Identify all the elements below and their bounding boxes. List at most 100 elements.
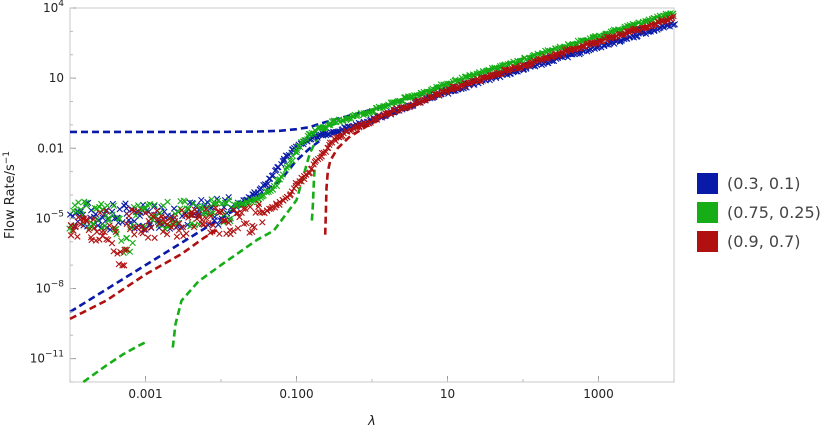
marker-2-28	[106, 222, 113, 229]
marker-1-98	[208, 196, 215, 203]
marker-2-305	[506, 65, 514, 73]
marker-0-148	[280, 157, 288, 164]
marker-2-93	[200, 221, 207, 228]
marker-1-143	[273, 182, 281, 190]
marker-1-85	[188, 219, 195, 227]
marker-2-107	[220, 217, 227, 224]
marker-1-66	[161, 225, 169, 232]
marker-2-126	[249, 228, 256, 236]
marker-2-269	[454, 84, 461, 92]
marker-2-48	[135, 208, 142, 215]
marker-1-108	[221, 199, 229, 207]
marker-2-191	[342, 128, 349, 135]
marker-2-38	[121, 246, 128, 254]
marker-1-160	[296, 143, 304, 151]
marker-0-72	[170, 205, 178, 212]
curve-1-1	[171, 10, 675, 348]
marker-2-30	[110, 248, 117, 255]
marker-2-80	[182, 212, 189, 219]
marker-2-114	[230, 227, 237, 235]
marker-0-35	[116, 205, 123, 213]
x-axis-title: λ	[367, 414, 376, 429]
marker-2-61	[154, 216, 161, 223]
marker-1-36	[118, 237, 125, 245]
marker-2-100	[210, 222, 217, 229]
marker-2-36	[119, 262, 126, 269]
marker-2-236	[406, 102, 413, 110]
marker-1-60	[152, 213, 159, 220]
marker-1-86	[190, 200, 197, 207]
marker-2-7	[77, 221, 84, 228]
marker-2-58	[149, 213, 157, 221]
marker-2-66	[160, 219, 168, 226]
marker-1-12	[83, 202, 90, 209]
marker-2-121	[240, 205, 247, 212]
marker-1-40	[123, 234, 131, 242]
marker-1-43	[129, 239, 136, 247]
marker-1-6	[75, 199, 82, 206]
marker-1-110	[225, 197, 233, 204]
marker-2-56	[147, 224, 155, 231]
marker-2-92	[198, 220, 206, 228]
marker-1-275	[462, 73, 470, 81]
y-tick-label-2: 10−5	[35, 209, 64, 225]
marker-1-154	[289, 157, 296, 164]
marker-2-394	[634, 27, 641, 34]
marker-2-29	[108, 239, 116, 247]
marker-2-118	[236, 213, 243, 221]
marker-2-34	[115, 261, 123, 268]
marker-2-35	[117, 248, 124, 256]
marker-2-50	[138, 223, 146, 231]
marker-2-45	[131, 231, 138, 238]
marker-2-297	[495, 71, 503, 78]
marker-2-412	[659, 18, 667, 25]
marker-2-182	[328, 139, 336, 146]
marker-2-98	[207, 212, 215, 220]
marker-1-59	[151, 201, 158, 209]
marker-2-252	[429, 94, 437, 101]
marker-2-166	[306, 169, 314, 176]
marker-1-114	[231, 201, 238, 209]
marker-1-21	[97, 200, 105, 208]
y-axis-ticks: 10−11 10−8 10−5 0.01 10 104	[30, 0, 76, 383]
marker-2-103	[216, 230, 223, 237]
marker-2-39	[123, 246, 131, 253]
marker-0-18	[92, 211, 99, 218]
marker-2-123	[243, 219, 250, 227]
marker-1-35	[116, 215, 123, 222]
marker-2-60	[153, 207, 161, 214]
marker-1-219	[382, 103, 389, 110]
marker-2-131	[255, 200, 263, 208]
marker-2-40	[123, 220, 130, 228]
marker-2-206	[363, 120, 371, 128]
marker-2-86	[190, 223, 198, 231]
marker-2-138	[266, 205, 273, 213]
marker-2-5	[74, 233, 81, 240]
x-tick-label-3: 1000	[583, 387, 614, 401]
series-curves	[69, 10, 675, 384]
marker-2-17	[91, 224, 98, 232]
marker-1-80	[181, 198, 189, 205]
marker-0-419	[671, 21, 679, 28]
marker-1-194	[345, 115, 353, 122]
marker-2-16	[90, 215, 97, 223]
legend-label-1: (0.75, 0.25)	[727, 203, 821, 222]
marker-2-94	[202, 205, 210, 213]
marker-2-32	[112, 228, 119, 236]
marker-2-13	[85, 226, 93, 234]
marker-2-115	[233, 209, 240, 217]
marker-1-148	[279, 171, 287, 178]
marker-1-75	[175, 208, 182, 216]
marker-2-105	[218, 207, 226, 215]
marker-2-110	[225, 219, 232, 227]
marker-2-4	[72, 223, 80, 230]
marker-1-245	[420, 90, 427, 98]
marker-2-31	[111, 224, 118, 231]
marker-2-154	[288, 188, 296, 195]
marker-1-23	[99, 206, 106, 213]
marker-2-87	[191, 206, 199, 213]
marker-1-30	[110, 202, 118, 209]
marker-2-54	[144, 234, 152, 241]
marker-2-33	[114, 250, 121, 257]
marker-0-39	[123, 205, 130, 212]
